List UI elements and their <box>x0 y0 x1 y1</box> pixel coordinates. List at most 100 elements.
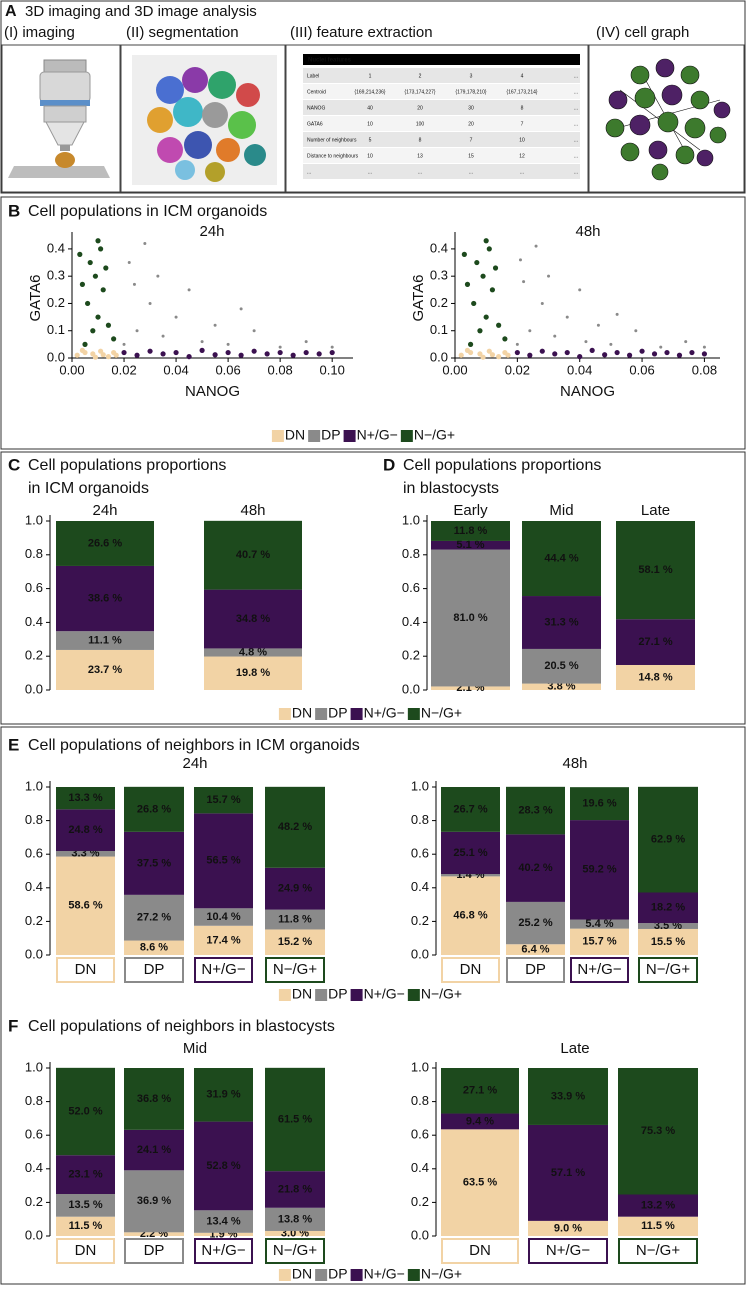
category-label: Early <box>453 502 488 519</box>
point <box>589 347 595 353</box>
bar-segment <box>441 1129 519 1236</box>
legend: DN DP N+/G− N−/G+ <box>271 427 455 443</box>
value-label: 11.8 % <box>278 913 312 925</box>
legend-label: DN <box>292 1266 312 1282</box>
point <box>486 348 492 354</box>
legend-label: DP <box>321 427 340 443</box>
bar-segment <box>265 867 325 910</box>
point <box>174 315 178 319</box>
table-cell: Centroid <box>307 89 326 95</box>
value-label: 24.8 % <box>68 824 102 836</box>
bar-segment <box>570 919 629 929</box>
point <box>100 352 106 358</box>
y-tick-label: 0.2 <box>47 295 65 310</box>
legend-label: DP <box>328 1266 347 1282</box>
legend-swatch <box>278 708 291 720</box>
y-tick-label: 0.0 <box>47 349 65 364</box>
panel-letter: B <box>8 201 20 220</box>
point <box>553 334 557 338</box>
legend-label: N+/G− <box>364 705 405 721</box>
chart-title: 24h <box>199 223 224 240</box>
point <box>496 354 502 360</box>
value-label: 23.1 % <box>68 1169 102 1181</box>
point <box>143 241 147 245</box>
point <box>539 348 545 354</box>
legend: DN DP N+/G− N−/G+ <box>278 705 462 721</box>
y-tick-label: 0.0 <box>430 349 448 364</box>
panel-ef-frame <box>0 726 746 1285</box>
point <box>148 301 152 305</box>
x-axis-label: NANOG <box>185 383 240 400</box>
microscope-illustration <box>8 59 110 178</box>
panel-cd-frame <box>0 451 746 725</box>
bar-segment <box>570 787 629 821</box>
value-label: 28.3 % <box>518 805 552 817</box>
y-tick-label: 0.0 <box>25 1227 43 1242</box>
table-cell: ... <box>574 89 578 95</box>
y-tick-label: 0.6 <box>411 846 429 861</box>
value-label: 31.9 % <box>206 1089 240 1101</box>
bar-segment <box>265 1171 325 1208</box>
y-tick-label: 0.0 <box>411 946 429 961</box>
point <box>505 352 511 358</box>
table-cell: 8 <box>521 105 524 111</box>
table-cell: GATA6 <box>307 121 323 127</box>
table-cell: 12 <box>519 153 525 159</box>
y-tick-label: 0.6 <box>25 846 43 861</box>
point <box>79 281 86 287</box>
bar-segment <box>56 1194 115 1217</box>
x-tick-label: 0.06 <box>629 362 654 377</box>
category-label: N−/G+ <box>273 961 317 978</box>
value-label: 44.4 % <box>544 552 578 564</box>
table-cell: ... <box>574 137 578 143</box>
point <box>111 336 117 342</box>
y-tick-label: 0.2 <box>25 648 43 663</box>
point <box>213 323 217 327</box>
point <box>105 354 112 360</box>
cell-graph-illustration <box>605 58 731 181</box>
table-cell: 40 <box>367 105 373 111</box>
y-tick-label: 0.8 <box>411 1093 429 1108</box>
category-box <box>618 1238 698 1264</box>
value-label: 17.4 % <box>206 934 240 946</box>
y-tick-label: 1.0 <box>411 1059 429 1074</box>
category-label: 24h <box>92 502 117 519</box>
legend-label: DN <box>292 705 312 721</box>
value-label: 58.1 % <box>638 564 672 576</box>
bar-segment <box>431 686 510 690</box>
y-axis-label: GATA6 <box>410 275 427 322</box>
legend: DN DP N+/G− N−/G+ <box>278 986 462 1002</box>
bar-segment <box>194 787 253 814</box>
point <box>565 315 569 319</box>
bar-segment <box>506 834 565 902</box>
value-label: 23.7 % <box>88 664 122 676</box>
y-tick-label: 0.4 <box>25 614 43 629</box>
value-label: 15.7 % <box>206 794 240 806</box>
category-box <box>506 957 565 983</box>
category-label: N−/G+ <box>646 961 690 978</box>
value-label: 61.5 % <box>278 1113 312 1125</box>
point <box>471 300 477 307</box>
y-tick-label: 0.2 <box>430 295 448 310</box>
bar-segment <box>124 940 184 955</box>
point <box>92 273 99 279</box>
value-label: 15.5 % <box>651 936 685 948</box>
x-tick-label: 0.10 <box>320 362 345 377</box>
table-cell: 10 <box>367 153 373 159</box>
point <box>100 287 106 293</box>
bar-segment <box>124 1232 184 1236</box>
category-box <box>265 1238 325 1264</box>
bar-segment <box>506 786 565 835</box>
point <box>304 340 308 344</box>
bar-segment <box>638 923 698 929</box>
point <box>186 354 192 360</box>
panel-title: Cell populations proportions <box>403 457 601 474</box>
point <box>90 328 96 334</box>
point <box>701 351 708 357</box>
table-cell: ... <box>368 169 372 175</box>
point <box>464 347 471 353</box>
bar-segment <box>528 1068 608 1125</box>
value-label: 36.9 % <box>137 1195 171 1207</box>
value-label: 26.8 % <box>137 803 171 815</box>
